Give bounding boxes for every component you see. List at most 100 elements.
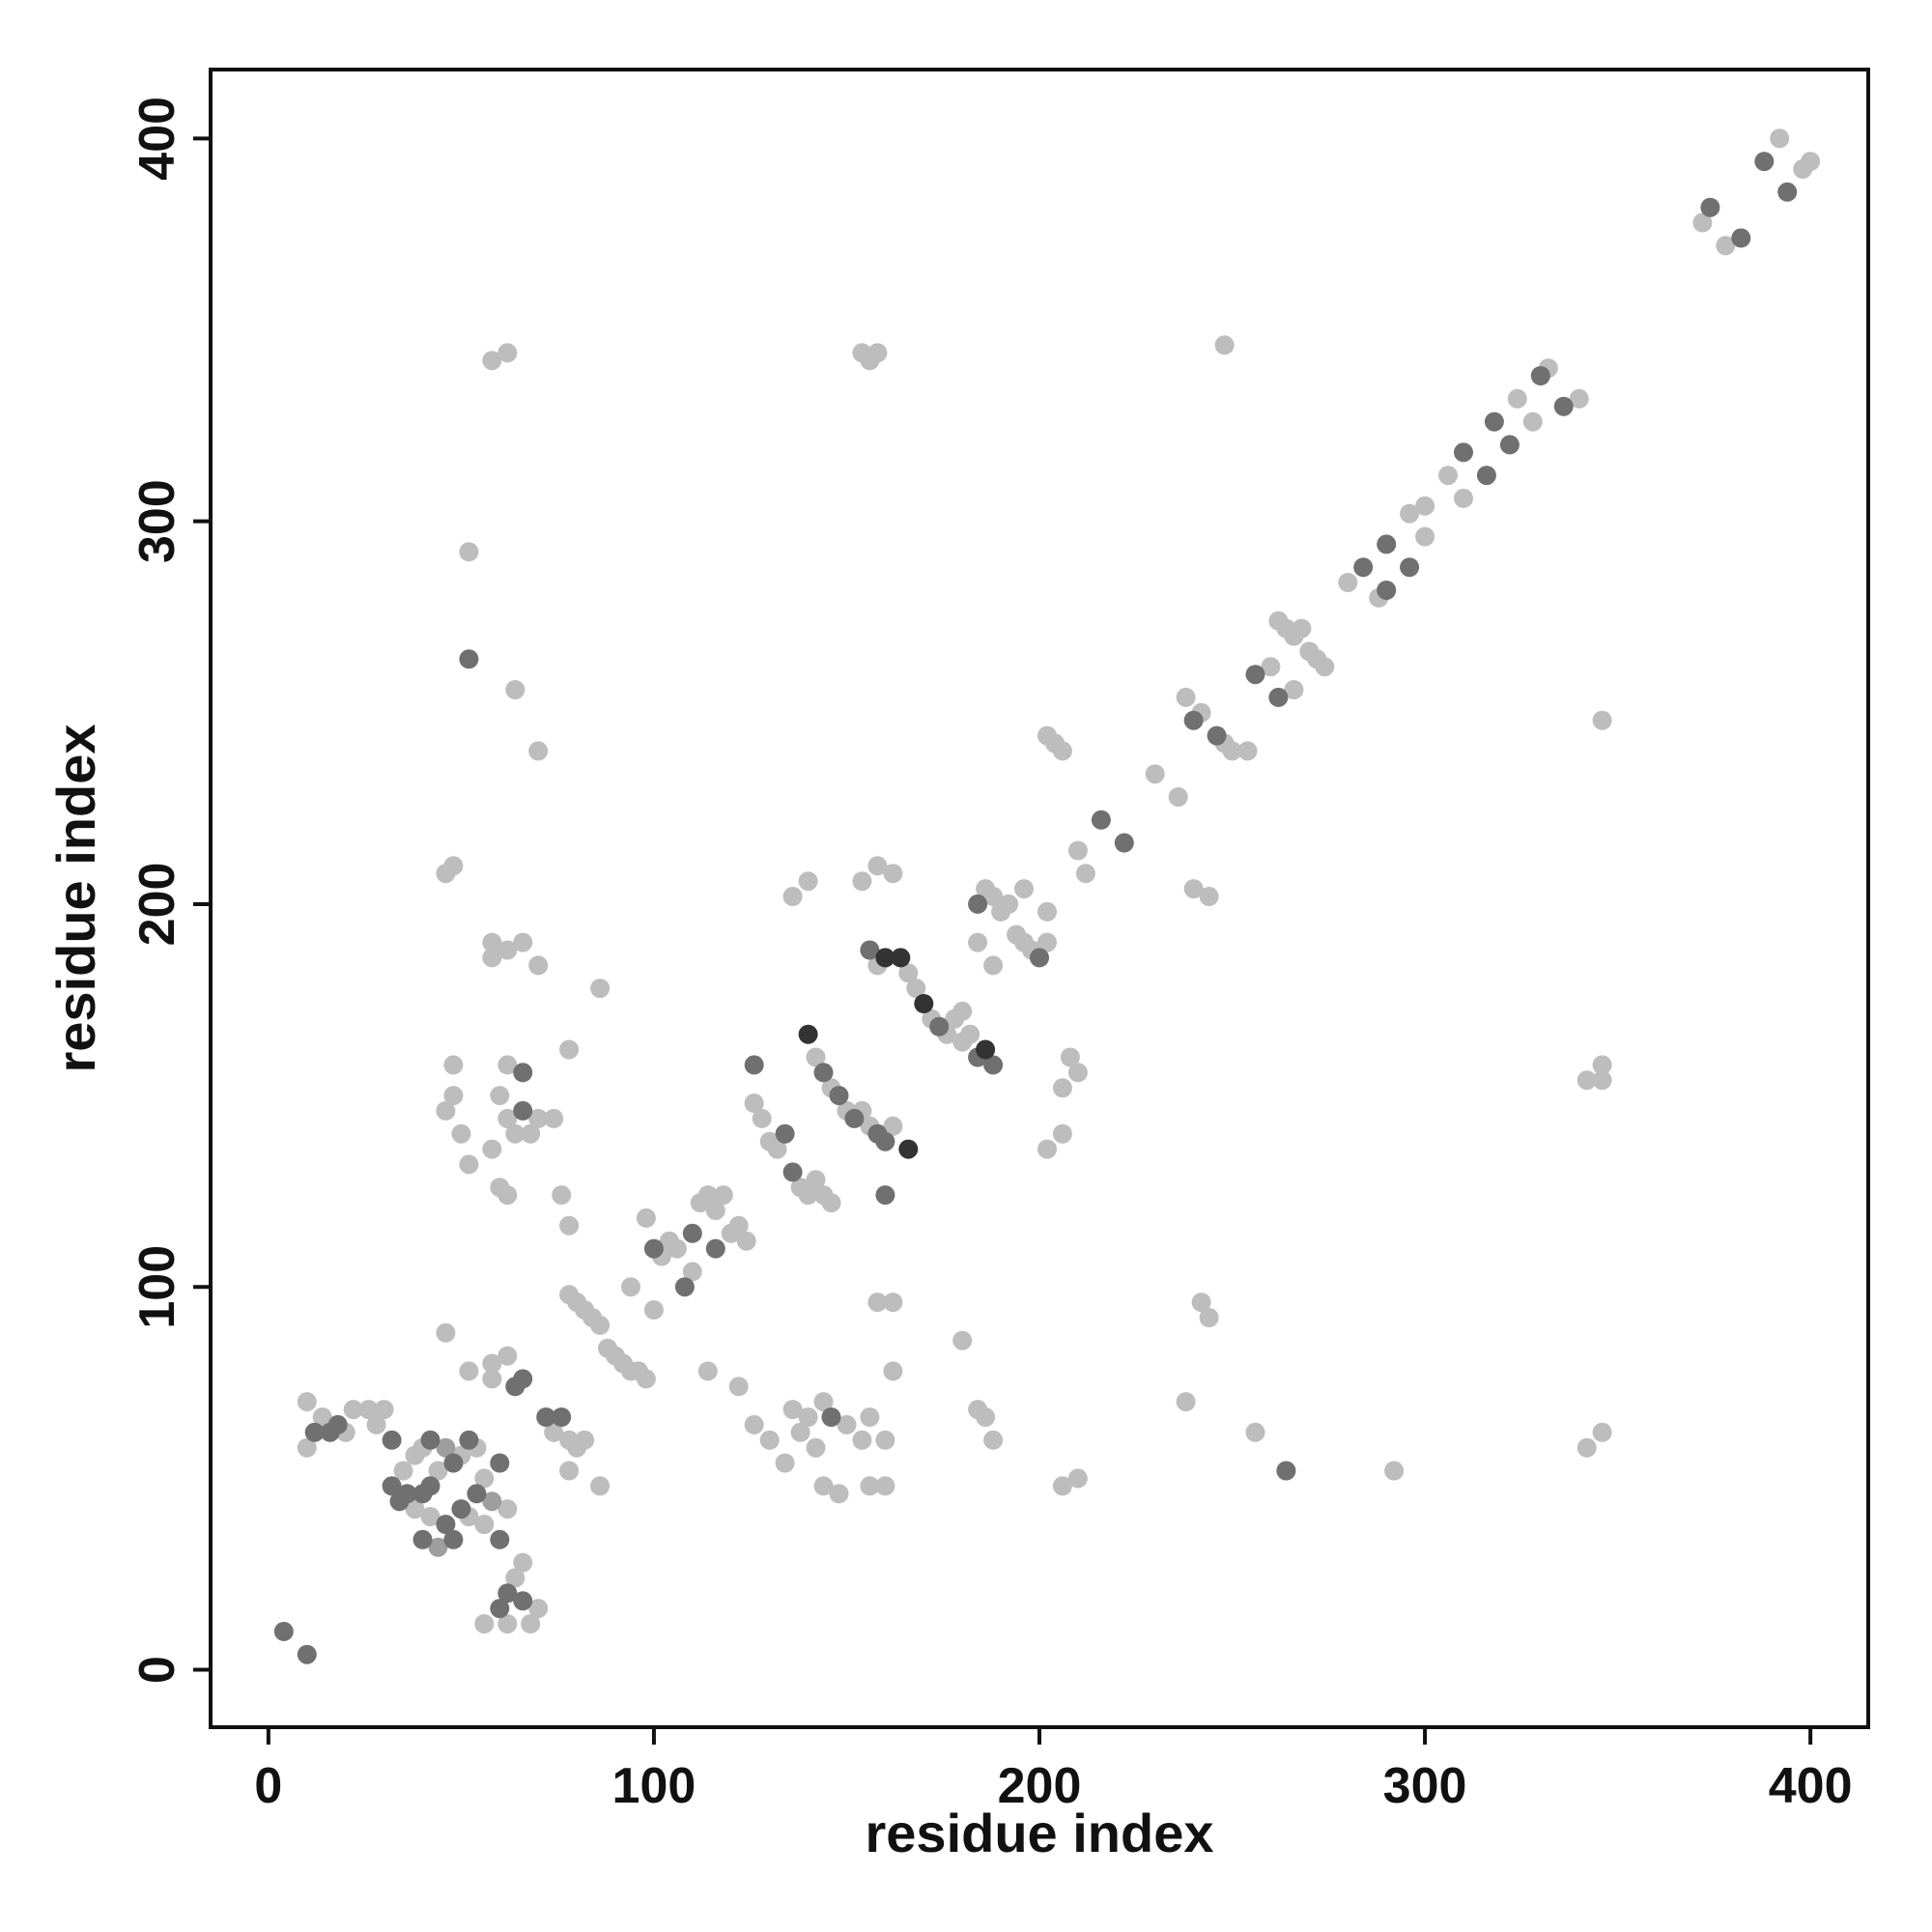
- y-axis-title: residue index: [45, 724, 106, 1072]
- data-point: [697, 1185, 718, 1206]
- data-point: [1454, 442, 1473, 463]
- data-point: [798, 1185, 818, 1206]
- data-point: [968, 1400, 988, 1420]
- data-point: [443, 1055, 464, 1075]
- data-point: [1237, 741, 1258, 761]
- data-point: [898, 1139, 919, 1159]
- data-point: [1377, 581, 1397, 600]
- data-point: [513, 1369, 533, 1389]
- data-point: [1176, 1392, 1196, 1412]
- y-tick-label: 100: [129, 1245, 185, 1329]
- data-point: [428, 1461, 448, 1481]
- data-point: [999, 894, 1019, 914]
- data-point: [1067, 840, 1088, 861]
- data-point: [552, 1185, 572, 1206]
- data-point: [590, 1315, 611, 1335]
- data-point: [420, 1507, 440, 1526]
- data-point: [829, 1086, 849, 1106]
- data-point: [1276, 1461, 1296, 1481]
- y-tick-label: 300: [129, 479, 185, 563]
- data-point: [1553, 396, 1574, 416]
- data-point: [898, 963, 919, 983]
- data-point: [1777, 182, 1798, 202]
- data-point: [952, 1330, 973, 1350]
- data-point: [929, 1016, 950, 1037]
- data-point: [813, 1476, 834, 1496]
- data-point: [1507, 388, 1527, 409]
- data-point: [544, 1108, 564, 1128]
- data-point: [528, 955, 549, 976]
- data-point: [1569, 388, 1589, 409]
- data-point: [983, 1430, 1004, 1450]
- data-point: [1183, 710, 1204, 730]
- x-axis: 0 100 200 300 400: [254, 1727, 1853, 1814]
- data-point: [459, 1361, 479, 1381]
- data-point: [528, 741, 549, 761]
- data-point: [382, 1476, 402, 1496]
- data-point: [952, 1032, 973, 1052]
- data-point: [490, 1086, 510, 1106]
- y-tick-label: 200: [129, 863, 185, 947]
- data-point: [705, 1201, 725, 1220]
- data-point: [875, 1131, 895, 1151]
- data-point: [1384, 1461, 1405, 1481]
- data-point: [636, 1369, 656, 1389]
- data-point: [744, 1055, 764, 1075]
- data-point: [497, 1499, 518, 1520]
- data-point: [1191, 1293, 1211, 1313]
- data-point: [436, 1437, 456, 1458]
- data-point: [1245, 665, 1265, 685]
- data-point: [497, 1583, 518, 1604]
- data-point: [875, 1476, 895, 1496]
- data-point: [906, 979, 926, 999]
- data-point: [459, 1430, 479, 1450]
- data-point: [790, 1422, 810, 1442]
- data-point: [1484, 412, 1504, 432]
- data-point: [451, 1123, 471, 1144]
- data-point: [1754, 152, 1775, 172]
- data-point: [1261, 657, 1281, 677]
- data-point: [497, 1614, 518, 1634]
- data-point: [1052, 1476, 1072, 1496]
- data-point: [482, 1139, 502, 1159]
- data-point: [752, 1108, 772, 1128]
- data-point: [1716, 236, 1736, 256]
- data-point: [860, 1476, 880, 1496]
- data-point: [358, 1400, 379, 1420]
- data-point: [744, 1414, 764, 1435]
- data-point: [852, 871, 872, 892]
- data-point: [1052, 1078, 1072, 1098]
- data-point: [297, 1644, 317, 1664]
- data-point: [968, 894, 988, 914]
- data-point: [467, 1484, 487, 1504]
- data-point: [1245, 1422, 1265, 1442]
- data-point: [736, 1231, 756, 1251]
- data-point: [867, 343, 888, 363]
- data-point: [1353, 557, 1374, 578]
- data-point: [1400, 557, 1420, 578]
- y-tick-label: 400: [129, 97, 185, 181]
- data-point: [1268, 687, 1289, 707]
- data-point: [1415, 496, 1435, 516]
- data-point: [1199, 887, 1219, 906]
- data-point: [697, 1361, 718, 1381]
- data-point: [1037, 1139, 1057, 1159]
- data-point: [1770, 128, 1790, 149]
- data-point: [590, 1476, 611, 1496]
- data-point: [860, 1407, 880, 1427]
- data-point: [728, 1215, 749, 1236]
- data-point: [1075, 864, 1095, 884]
- data-point: [559, 1039, 580, 1060]
- data-point: [875, 1430, 895, 1450]
- data-point: [412, 1529, 433, 1549]
- data-point: [844, 1108, 865, 1128]
- data-point: [1315, 657, 1335, 677]
- data-point: [875, 948, 895, 968]
- data-point: [559, 1215, 580, 1236]
- data-point: [505, 1568, 526, 1588]
- data-point: [474, 1614, 495, 1634]
- data-point: [497, 1055, 518, 1075]
- data-point: [976, 1039, 996, 1060]
